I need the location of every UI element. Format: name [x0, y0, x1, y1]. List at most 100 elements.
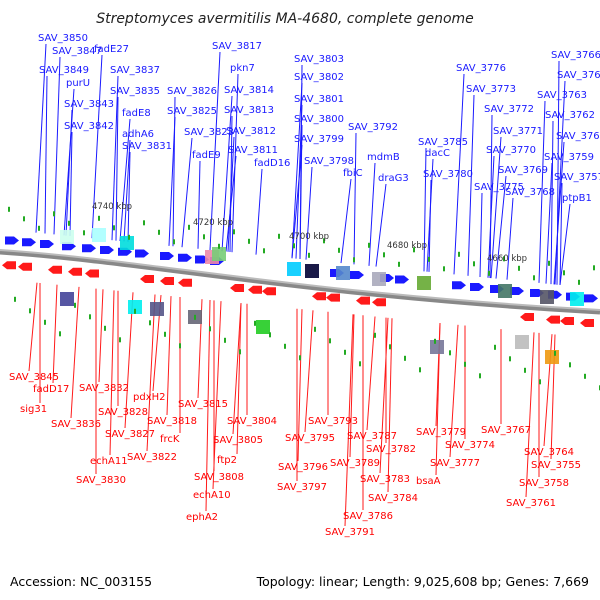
gene-connector: [449, 324, 459, 458]
gene-connector: [181, 137, 193, 248]
forward-gene-arrow: [470, 283, 484, 291]
gene-connector: [168, 116, 176, 246]
feature-tick: [218, 243, 220, 249]
scale-labels: 4740 kbp 4720 kbp 4700 kbp 4680 kbp 4660…: [92, 202, 527, 264]
feature-block: [256, 320, 270, 334]
gene-label-bottom: SAV_3845: [9, 372, 59, 383]
feature-tick: [44, 319, 46, 325]
gene-label-bottom: SAV_3797: [277, 482, 327, 493]
gene-label-bottom: SAV_3782: [366, 444, 416, 455]
gene-connector: [109, 290, 115, 456]
gene-label-top: fadE9: [192, 150, 221, 161]
gene-label-top: SAV_3770: [486, 145, 536, 156]
feature-block: [372, 272, 386, 286]
gene-connector: [453, 73, 465, 275]
gene-label-top: SAV_3811: [228, 145, 278, 156]
gene-label-bottom: SAV_3761: [506, 498, 556, 509]
gene-label-bottom: SAV_3789: [330, 458, 380, 469]
feature-tick: [593, 265, 595, 271]
gene-connector: [559, 203, 571, 286]
gene-label-top: SAV_3802: [294, 72, 344, 83]
gene-label-top: pkn7: [230, 63, 255, 74]
gene-connector: [495, 175, 507, 279]
feature-tick: [464, 361, 466, 367]
gene-label-bottom: echA11: [90, 456, 128, 467]
feature-tick: [98, 215, 100, 221]
feature-tick: [143, 220, 145, 226]
feature-tick: [209, 326, 211, 332]
gene-connector: [344, 314, 354, 527]
feature-tick: [89, 314, 91, 320]
gene-label-top: SAV_3798: [304, 156, 354, 167]
reverse-gene-arrow: [140, 275, 154, 283]
feature-tick: [509, 356, 511, 362]
feature-block: [128, 300, 142, 314]
gene-label-bottom: SAV_3815: [178, 399, 228, 410]
gene-connector: [375, 183, 387, 267]
gene-connector: [119, 118, 131, 242]
feature-block: [336, 266, 350, 280]
feature-tick: [404, 355, 406, 361]
feature-tick: [584, 373, 586, 379]
gene-label-top: SAV_3835: [110, 86, 160, 97]
gene-label-bottom: ephA2: [186, 512, 218, 523]
feature-tick: [428, 256, 430, 262]
feature-tick: [164, 331, 166, 337]
gene-connector: [146, 294, 156, 452]
gene-label-top: dacC: [425, 148, 450, 159]
reverse-gene-arrow: [18, 262, 32, 271]
feature-tick: [248, 238, 250, 244]
feature-tick: [188, 224, 190, 230]
feature-block: [417, 276, 431, 290]
reverse-gene-arrow: [520, 313, 534, 321]
gene-label-bottom: SAV_3818: [147, 416, 197, 427]
gene-label-top: SAV_3825: [167, 106, 217, 117]
gene-connector: [550, 120, 554, 285]
gene-label-top: SAV_3776: [456, 63, 506, 74]
feature-tick: [134, 308, 136, 314]
gene-connector: [556, 60, 560, 285]
reverse-gene-arrow: [262, 287, 276, 296]
gene-label-top: SAV_3785: [418, 137, 468, 148]
gene-label-top: SAV_3763: [537, 90, 587, 101]
gene-label-bottom: SAV_3805: [213, 435, 263, 446]
gene-label-bottom: SAV_3804: [227, 416, 277, 427]
gene-label-top: SAV_3803: [294, 54, 344, 65]
feature-tick: [314, 326, 316, 332]
reverse-gene-arrow: [85, 269, 99, 278]
gene-connector: [349, 314, 355, 458]
genome-backbone: [0, 249, 600, 315]
gene-label-bottom: echA10: [193, 490, 231, 501]
gene-label-top: SAV_3760: [556, 131, 600, 142]
gene-label-bottom: SAV_3783: [360, 474, 410, 485]
reverse-gene-arrow: [312, 292, 326, 301]
feature-tick: [8, 206, 10, 212]
feature-tick: [473, 261, 475, 267]
feature-tick: [554, 350, 556, 356]
gene-connector: [479, 192, 483, 278]
gene-connector: [423, 147, 427, 272]
feature-tick: [338, 247, 340, 253]
feature-tick: [158, 229, 160, 235]
gene-connector: [291, 82, 303, 259]
gene-connector: [115, 96, 119, 241]
scale-label: 4660 kbp: [487, 254, 527, 264]
gene-connector: [545, 162, 553, 284]
gene-label-top: SAV_3847: [52, 46, 102, 57]
feature-tick: [53, 211, 55, 217]
gene-connector: [127, 151, 131, 242]
gene-connector: [69, 131, 73, 237]
feature-tick: [299, 355, 301, 361]
gene-connector: [205, 299, 211, 512]
scale-label: 4740 kbp: [92, 202, 132, 212]
gene-label-top: SAV_3773: [466, 84, 516, 95]
feature-tick: [203, 234, 205, 240]
gene-label-bottom: SAV_3828: [98, 407, 148, 418]
gene-connector: [353, 132, 357, 265]
feature-tick: [308, 252, 310, 258]
gene-label-bottom: SAV_3827: [105, 429, 155, 440]
reverse-gene-arrow: [372, 298, 386, 307]
gene-label-top: SAV_3800: [294, 114, 344, 125]
feature-block: [150, 302, 164, 316]
forward-gene-arrow: [584, 294, 598, 303]
